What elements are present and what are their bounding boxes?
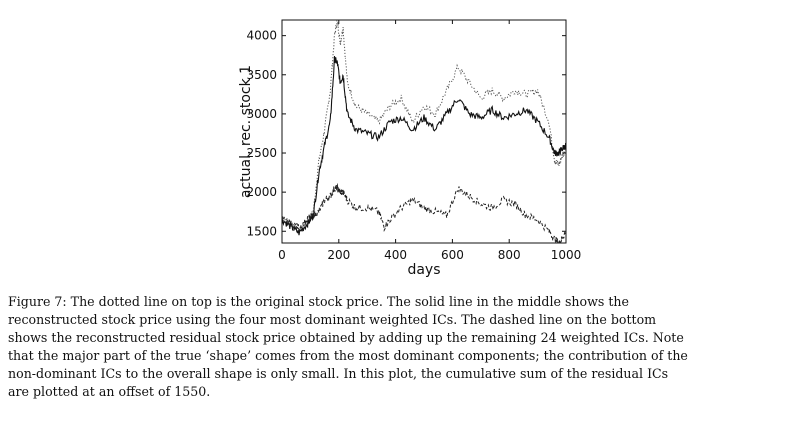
- x-tick-label: 600: [441, 248, 464, 262]
- axis-layer: 0 200 400 600 800 1000 1500 2000 2500 3000 3500 400…: [246, 20, 581, 262]
- caption-line: reconstructed stock price using the four…: [8, 312, 657, 328]
- series-line-solid: [282, 55, 566, 236]
- x-axis-label: days: [407, 262, 440, 278]
- y-tick-label: 2500: [246, 146, 277, 160]
- y-tick-label: 4000: [246, 29, 277, 43]
- y-tick-label: 3500: [246, 68, 277, 82]
- series-line-dotted: [282, 20, 566, 234]
- y-tick-label: 2000: [246, 185, 277, 199]
- plot-frame: [281, 19, 567, 244]
- y-axis-label: actual, rec. stock 1: [238, 65, 254, 198]
- caption-line: shows the reconstructed residual stock p…: [8, 330, 684, 346]
- series-layer: [282, 20, 566, 243]
- figure-caption: Figure 7: The dotted line on top is the …: [8, 293, 804, 402]
- stock-figure: 0 200 400 600 800 1000 1500 2000 2500 3000 3500 400…: [238, 19, 581, 278]
- caption-line: non-dominant ICs to the overall shape is…: [8, 366, 669, 382]
- x-tick-label: 200: [327, 248, 350, 262]
- series-line-dashed: [282, 182, 566, 243]
- caption-line: that the major part of the true ‘shape’ …: [8, 348, 688, 364]
- x-tick-label: 1000: [551, 248, 582, 262]
- caption-line: Figure 7: The dotted line on top is the …: [8, 294, 629, 309]
- plot-area: [281, 19, 567, 244]
- y-tick-label: 3000: [246, 107, 277, 121]
- y-tick-label: 1500: [246, 224, 277, 238]
- x-tick-label: 800: [498, 248, 521, 262]
- x-tick-label: 0: [278, 248, 286, 262]
- caption-line: are plotted at an offset of 1550.: [8, 384, 211, 400]
- x-tick-label: 400: [384, 248, 407, 262]
